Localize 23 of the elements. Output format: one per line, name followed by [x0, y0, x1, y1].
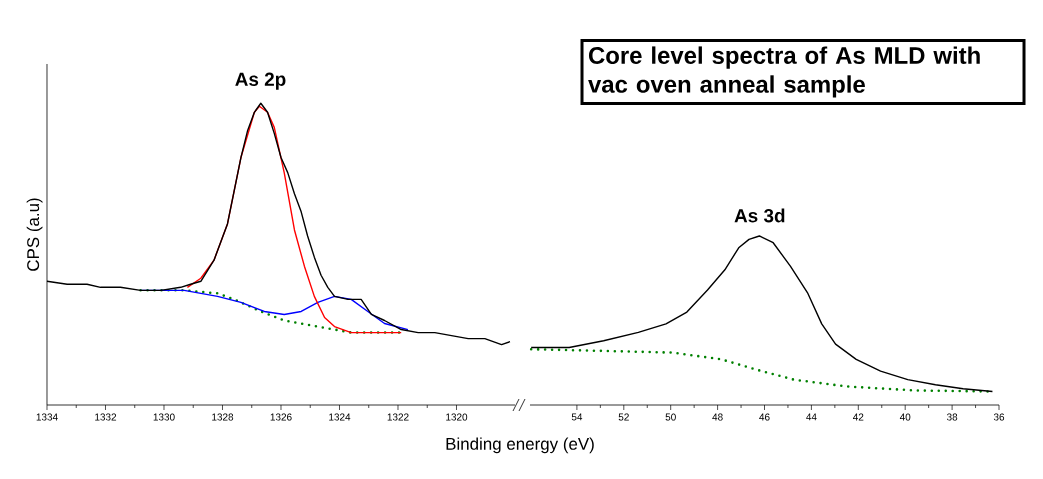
x-tick-label: 1326: [270, 413, 292, 421]
x-tick-label: 1322: [387, 413, 409, 421]
x-tick-label: 42: [853, 413, 864, 421]
x-tick-label: 54: [571, 413, 583, 421]
y-axis-title: CPS (a.u): [26, 198, 43, 271]
x-tick-label: 40: [899, 413, 911, 421]
annotation: As 3d: [734, 208, 785, 223]
x-tick-label: 1332: [95, 413, 117, 421]
x-tick-label: 36: [993, 413, 1005, 421]
x-tick-label: 1320: [446, 413, 468, 421]
x-tick-label: 1324: [329, 413, 351, 421]
x-tick-label: 1334: [36, 413, 58, 421]
x-tick-label: 48: [712, 413, 723, 421]
x-tick-label: 46: [759, 413, 770, 421]
x-tick-label: 52: [618, 413, 629, 421]
chart-title: Core level spectra of As MLD with vac oven anneal sample: [588, 46, 980, 98]
x-axis-title: Binding energy (eV): [446, 437, 594, 454]
x-tick-label: 50: [665, 413, 676, 421]
x-tick-label: 44: [806, 413, 817, 421]
x-tick-label: 38: [946, 413, 958, 421]
x-tick-label: 1330: [153, 413, 175, 421]
annotation: As 2p: [235, 72, 286, 90]
x-tick-label: 1328: [212, 413, 234, 421]
